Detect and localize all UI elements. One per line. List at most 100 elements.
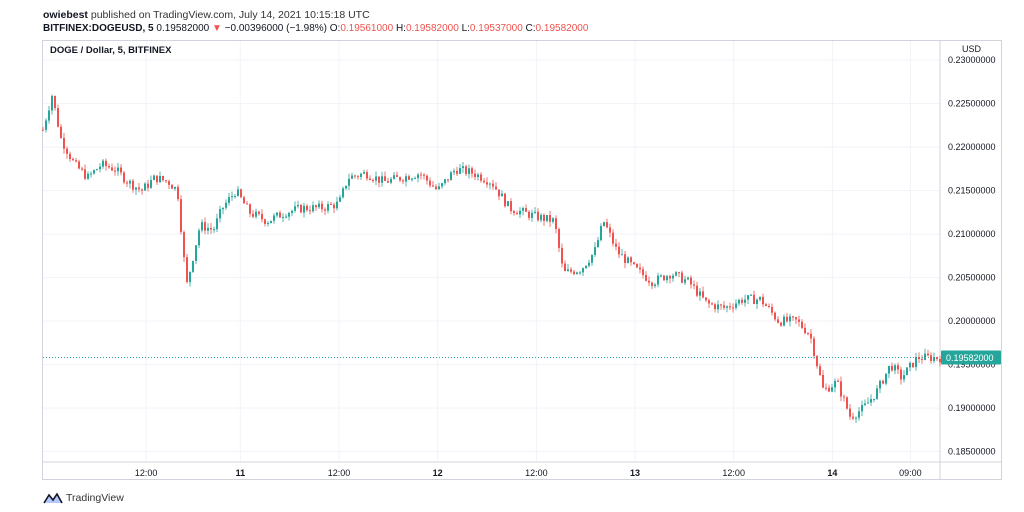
candle-body — [690, 277, 692, 285]
candle-body — [72, 158, 74, 161]
candle-body — [423, 174, 425, 176]
candle-body — [501, 193, 503, 197]
candle-body — [666, 276, 668, 281]
candle-body — [417, 174, 419, 179]
last-price-tag — [941, 350, 1001, 365]
chart-frame[interactable] — [42, 40, 1002, 480]
candle-body — [243, 197, 245, 204]
candle-body — [384, 176, 386, 181]
candle-body — [132, 180, 134, 190]
candle-body — [108, 166, 110, 168]
candle-body — [468, 168, 470, 174]
candle-body — [528, 211, 530, 218]
candle-body — [573, 271, 575, 275]
close-value: 0.19582000 — [535, 23, 589, 34]
candle-body — [777, 319, 779, 323]
candle-body — [555, 218, 557, 230]
candle-body — [804, 327, 806, 334]
candle-body — [786, 316, 788, 322]
y-tick-label: 0.21000000 — [948, 229, 996, 239]
candle-body — [918, 356, 920, 360]
tradingview-logo-icon — [43, 492, 63, 504]
candle-body — [159, 175, 161, 183]
candle-body — [579, 272, 581, 274]
candle-body — [600, 226, 602, 241]
candle-body — [285, 216, 287, 218]
x-tick-label: 12:00 — [722, 468, 745, 478]
candle-body — [135, 187, 137, 190]
candle-body — [687, 277, 689, 280]
candle-body — [564, 263, 566, 272]
candle-body — [447, 179, 449, 181]
x-tick-label: 12 — [433, 468, 443, 478]
candle-body — [396, 175, 398, 177]
candle-body — [48, 110, 50, 121]
candle-body — [711, 303, 713, 305]
candle-body — [321, 203, 323, 210]
candle-body — [228, 197, 230, 203]
candle-body — [333, 204, 335, 209]
high-value: 0.19582000 — [405, 23, 459, 34]
candle-body — [348, 178, 350, 186]
candle-body — [549, 214, 551, 222]
candle-body — [474, 173, 476, 178]
candle-body — [936, 357, 938, 359]
candle-body — [858, 411, 860, 418]
candle-body — [81, 168, 83, 170]
candle-body — [324, 209, 326, 211]
candle-body — [846, 397, 848, 409]
candle-body — [537, 211, 539, 221]
candle-body — [294, 206, 296, 211]
candle-body — [480, 174, 482, 181]
candle-body — [330, 204, 332, 206]
candle-body — [576, 272, 578, 275]
candle-body — [360, 173, 362, 177]
candle-body — [648, 280, 650, 283]
candle-body — [540, 214, 542, 221]
candle-body — [195, 245, 197, 261]
candle-body — [507, 201, 509, 207]
branding[interactable]: TradingView — [43, 490, 124, 506]
candle-body — [162, 175, 164, 181]
candle-body — [177, 186, 179, 200]
candle-body — [585, 265, 587, 269]
candle-body — [903, 375, 905, 380]
candle-body — [624, 254, 626, 264]
candle-body — [411, 178, 413, 180]
candle-body — [933, 357, 935, 362]
author-name[interactable]: owiebest — [43, 9, 88, 21]
candle-body — [381, 176, 383, 183]
candle-body — [762, 296, 764, 305]
x-tick-label: 14 — [827, 468, 837, 478]
candle-body — [870, 399, 872, 403]
candle-body — [180, 199, 182, 233]
candle-body — [720, 304, 722, 306]
candle-body — [87, 173, 89, 179]
candle-body — [522, 208, 524, 211]
candle-body — [147, 183, 149, 188]
candle-body — [345, 185, 347, 189]
candle-body — [723, 305, 725, 308]
candle-body — [828, 387, 830, 392]
candle-body — [912, 362, 914, 368]
candle-body — [627, 257, 629, 264]
candle-body — [84, 169, 86, 179]
candle-body — [798, 319, 800, 322]
publish-info: owiebest published on TradingView.com, J… — [43, 9, 370, 21]
candle-body — [210, 228, 212, 230]
open-value: 0.19561000 — [340, 23, 394, 34]
candle-body — [930, 355, 932, 362]
candle-body — [738, 299, 740, 304]
candle-body — [675, 272, 677, 276]
candle-body — [774, 312, 776, 320]
candle-body — [849, 408, 851, 417]
candle-body — [708, 300, 710, 304]
candle-body — [222, 207, 224, 210]
candle-body — [279, 212, 281, 218]
candle-body — [879, 380, 881, 389]
candle-body — [114, 170, 116, 172]
candle-body — [909, 362, 911, 368]
candle-body — [591, 254, 593, 263]
candle-body — [273, 215, 275, 221]
